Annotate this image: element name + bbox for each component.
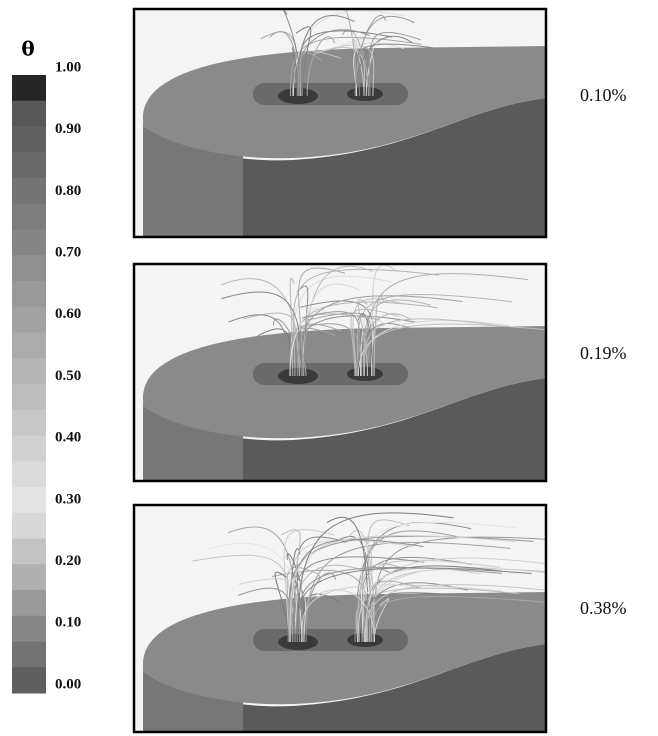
colorbar-band [12, 384, 46, 410]
colorbar: 1.00 0.90 0.80 0.70 0.60 0.50 0.40 0.30 0.20 0.10… [12, 59, 81, 693]
colorbar-band [12, 255, 46, 281]
panel [133, 263, 552, 482]
colorbar-band [12, 333, 46, 359]
colorbar-band [12, 178, 46, 204]
colorbar-band [12, 461, 46, 487]
colorbar-band [12, 642, 46, 668]
colorbar-tick-label: 0.40 [55, 430, 81, 446]
figure: θ 1.00 0.90 0.80 0.70 0.60 0.50 0.40 0.30 0.20 0.… [0, 0, 658, 736]
colorbar-band [12, 101, 46, 127]
slot [253, 363, 408, 385]
colorbar-band [12, 436, 46, 462]
colorbar-band [12, 358, 46, 384]
colorbar-tick-label: 0.70 [55, 245, 81, 261]
colorbar-title: θ [21, 37, 34, 61]
colorbar-band [12, 667, 46, 693]
colorbar-band [12, 281, 46, 307]
colorbar-band [12, 204, 46, 230]
panel-label: 0.19% [580, 343, 627, 363]
panel-content [133, 263, 552, 482]
colorbar-tick-label: 0.30 [55, 491, 81, 507]
colorbar-tick-label: 0.50 [55, 368, 81, 384]
colorbar-band [12, 616, 46, 642]
figure-svg: θ 1.00 0.90 0.80 0.70 0.60 0.50 0.40 0.30 0.20 0.… [0, 0, 658, 736]
colorbar-tick-label: 0.90 [55, 121, 81, 137]
colorbar-band [12, 590, 46, 616]
panel-content [133, 6, 547, 238]
panel-label: 0.10% [580, 85, 627, 105]
colorbar-tick-label: 0.20 [55, 553, 81, 569]
colorbar-band [12, 152, 46, 178]
hole [347, 87, 383, 101]
colorbar-tick-label: 0.10 [55, 615, 81, 631]
colorbar-band [12, 410, 46, 436]
panel-label: 0.38% [580, 598, 627, 618]
colorbar-band [12, 307, 46, 333]
colorbar-tick-label: 0.80 [55, 183, 81, 199]
colorbar-tick-label: 0.00 [55, 676, 81, 692]
panel-content [133, 504, 601, 733]
hole [278, 368, 318, 384]
panel [133, 6, 547, 238]
colorbar-tick-label: 0.60 [55, 306, 81, 322]
colorbar-band [12, 564, 46, 590]
panel [133, 504, 601, 733]
colorbar-band [12, 487, 46, 513]
colorbar-tick-label: 1.00 [55, 59, 81, 75]
colorbar-band [12, 75, 46, 101]
slot [253, 83, 408, 105]
colorbar-band [12, 127, 46, 153]
hole [278, 634, 318, 650]
colorbar-band [12, 539, 46, 565]
panels: 0.10% 0.19% 0.38% [133, 6, 627, 733]
slot [253, 629, 408, 651]
hole [347, 367, 383, 381]
colorbar-band [12, 513, 46, 539]
colorbar-band [12, 230, 46, 256]
